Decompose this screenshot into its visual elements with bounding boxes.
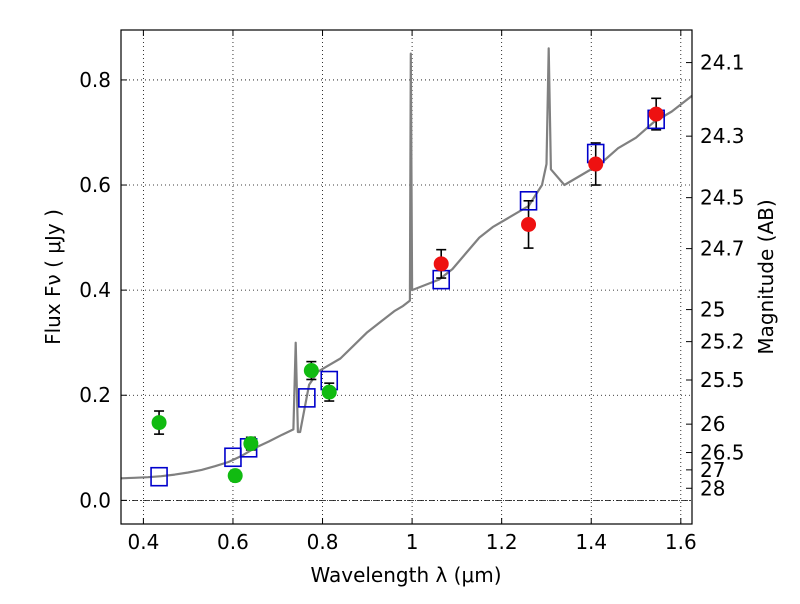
data-series bbox=[120, 47, 693, 487]
right-tick-label: 24.1 bbox=[700, 51, 745, 75]
optical-point bbox=[321, 384, 337, 400]
y-tick-label: 0.0 bbox=[79, 488, 111, 512]
optical-point bbox=[243, 436, 259, 452]
right-tick-label: 25.2 bbox=[700, 330, 745, 354]
optical-point bbox=[303, 363, 319, 379]
plot-frame bbox=[120, 29, 693, 525]
nir-point bbox=[521, 216, 537, 232]
y-tick-label: 0.4 bbox=[79, 278, 111, 302]
right-tick-label: 26.5 bbox=[700, 441, 745, 465]
y-axis-label-right: Magnitude (AB) bbox=[754, 199, 778, 354]
optical-point bbox=[227, 468, 243, 484]
y-tick-label: 0.2 bbox=[79, 383, 111, 407]
nir-point bbox=[433, 256, 449, 272]
y-axis-label-left: Flux Fν ( μJy ) bbox=[41, 209, 65, 345]
model-square bbox=[150, 466, 168, 487]
model-square bbox=[519, 190, 538, 211]
right-tick-label: 24.7 bbox=[700, 237, 745, 261]
right-tick-label: 25 bbox=[700, 298, 725, 322]
x-tick-label: 1.4 bbox=[575, 530, 607, 554]
right-tick-label: 25.5 bbox=[700, 368, 745, 392]
nir-point bbox=[648, 106, 664, 122]
right-tick-label: 28 bbox=[700, 476, 725, 500]
nir-point bbox=[588, 156, 604, 172]
right-tick-label: 26 bbox=[700, 412, 725, 436]
right-tick-label: 27 bbox=[700, 458, 725, 482]
axis-ticks: 0.4 0.6 0.8 1 1.2 1.4 1.6 0.0 0.2 0.4 0.6 0.8 24.1 24… bbox=[79, 30, 745, 554]
y-tick-label: 0.8 bbox=[79, 68, 111, 92]
x-axis-label: Wavelength λ (μm) bbox=[310, 563, 501, 587]
right-tick-label: 24.5 bbox=[700, 186, 745, 210]
x-tick-label: 0.4 bbox=[127, 530, 159, 554]
right-tick-label: 24.3 bbox=[700, 124, 745, 148]
model-square bbox=[298, 388, 316, 408]
optical-point bbox=[151, 415, 167, 431]
x-tick-label: 1.2 bbox=[486, 530, 518, 554]
y-tick-label: 0.6 bbox=[79, 173, 111, 197]
grid-lines bbox=[121, 30, 692, 524]
x-tick-label: 0.6 bbox=[217, 530, 249, 554]
x-tick-label: 1 bbox=[406, 530, 419, 554]
x-tick-label: 1.6 bbox=[665, 530, 697, 554]
x-tick-label: 0.8 bbox=[307, 530, 339, 554]
spectrum-line bbox=[120, 47, 693, 480]
